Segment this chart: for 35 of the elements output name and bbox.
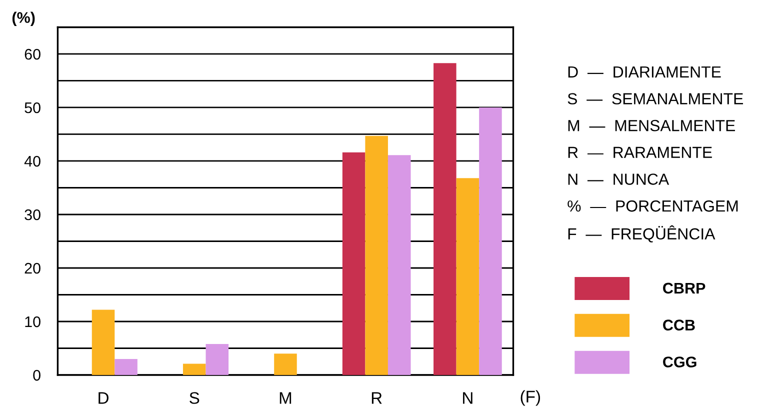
x-tick-label: S — [190, 392, 200, 404]
legend-label: CCB — [663, 320, 695, 330]
text: R — RARAMENTE — [568, 146, 712, 158]
y-tick-label: 40 — [24, 156, 40, 167]
bar — [92, 310, 115, 376]
y-tick-label: 50 — [24, 102, 40, 114]
y-tick-label: 60 — [24, 48, 40, 60]
y-tick-label: 10 — [25, 316, 40, 328]
y-tick-label: 0 — [33, 370, 40, 381]
bar — [365, 136, 388, 376]
bar — [206, 344, 229, 376]
text: % — PORCENTAGEM — [568, 200, 738, 212]
bar — [342, 152, 366, 376]
bar — [479, 107, 502, 376]
bar — [182, 364, 206, 376]
x-axis-title: (F) — [520, 390, 540, 406]
bar — [434, 63, 456, 376]
y-tick-label: 30 — [24, 209, 40, 220]
x-tick-label: M — [280, 392, 292, 404]
y-axis-title: (%) — [12, 12, 35, 26]
x-tick-label: N — [463, 392, 472, 404]
bar — [456, 178, 480, 376]
text: N — NUNCA — [568, 174, 670, 185]
bar — [114, 358, 138, 376]
text: F — FREQÜÊNCIA — [568, 225, 716, 242]
text: S — SEMANALMENTE — [568, 93, 743, 104]
x-tick-label: D — [98, 392, 108, 404]
bar — [388, 155, 411, 376]
legend-label: CGG — [663, 356, 696, 368]
legend-label: CBRP — [663, 282, 706, 294]
text: M — MENSALMENTE — [568, 120, 735, 132]
text: D — DIARIAMENTE — [568, 66, 721, 78]
y-tick-label: 20 — [24, 262, 40, 274]
bar — [274, 354, 297, 376]
x-tick-label: R — [372, 392, 382, 404]
